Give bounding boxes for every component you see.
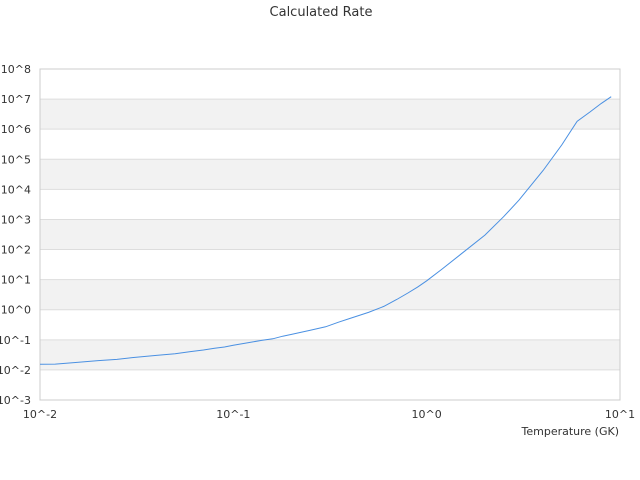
y-tick-label: 10^-3 xyxy=(0,394,31,407)
y-tick-label: 10^8 xyxy=(1,63,31,76)
y-tick-label: 10^4 xyxy=(1,183,31,196)
x-tick-label: 10^-2 xyxy=(23,408,57,421)
chart-title: Calculated Rate xyxy=(270,5,373,20)
rate-series-line xyxy=(39,96,612,365)
grid-band xyxy=(40,159,620,190)
x-tick-label: 10^-1 xyxy=(216,408,250,421)
y-tick-label: 10^0 xyxy=(1,304,31,317)
x-axis-title: Temperature (GK) xyxy=(521,425,620,438)
x-tick-label: 10^1 xyxy=(605,408,635,421)
plot-area xyxy=(39,68,621,401)
grid-band xyxy=(40,339,620,370)
grid-band xyxy=(40,279,620,310)
y-tick-label: 10^-2 xyxy=(0,364,31,377)
y-tick-label: 10^1 xyxy=(1,274,31,287)
y-tick-label: 10^3 xyxy=(1,213,31,226)
y-tick-label: 10^5 xyxy=(1,153,31,166)
y-tick-label: 10^2 xyxy=(1,244,31,257)
grid-band xyxy=(40,99,620,130)
grid-band xyxy=(40,219,620,250)
y-axis-ticks: 10^-3 10^-2 10^-1 10^0 10^1 10^2 10^3 10^4 10^5 1… xyxy=(0,63,31,407)
y-tick-label: 10^6 xyxy=(1,123,31,136)
x-axis-ticks: 10^-2 10^-1 10^0 10^1 xyxy=(23,408,635,421)
grid-bands xyxy=(40,99,620,370)
y-tick-label: 10^7 xyxy=(1,93,31,106)
y-tick-label: 10^-1 xyxy=(0,334,31,347)
x-tick-label: 10^0 xyxy=(412,408,442,421)
